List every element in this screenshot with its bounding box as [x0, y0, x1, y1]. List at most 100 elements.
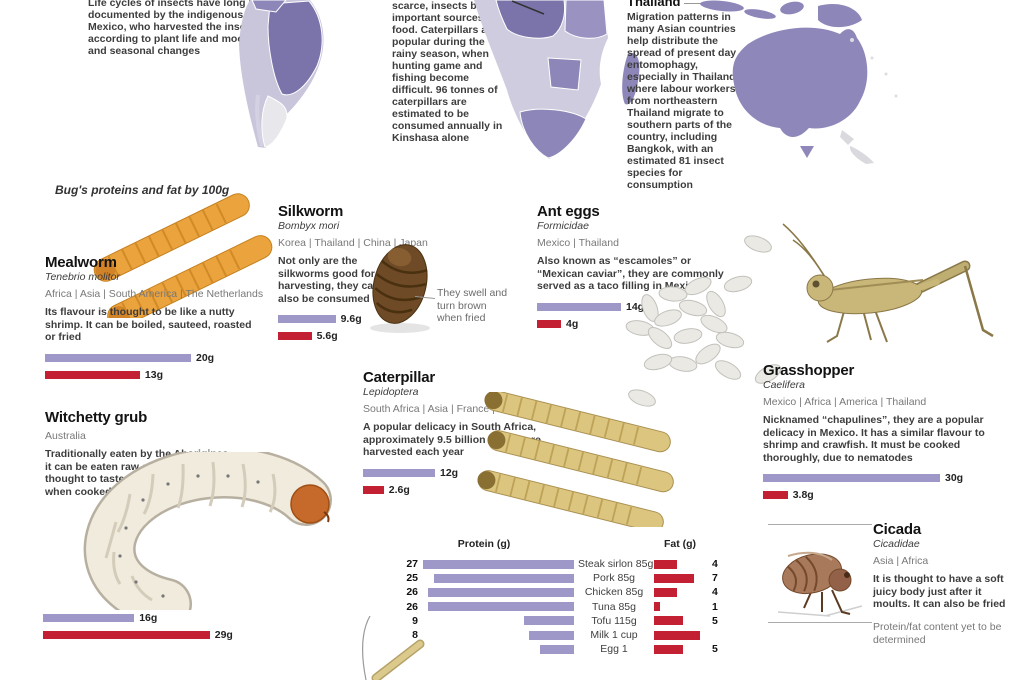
protein-bar — [428, 602, 574, 612]
protein-bar — [763, 474, 940, 482]
comparison-row: 26 Tuna 85g 1 — [398, 600, 718, 614]
caterpillar-illustration — [477, 392, 674, 527]
fat-value: 4 — [712, 558, 718, 571]
ant-eggs-illustration — [625, 235, 782, 407]
silkworm-card: Silkworm Bombyx mori Korea | Thailand | … — [278, 203, 428, 347]
map-note-kinshasa: scarce, insects become important sources… — [392, 0, 510, 144]
fat-bar — [654, 587, 677, 597]
protein-bar — [428, 587, 574, 597]
food-comparison-chart: Protein (g) Fat (g) 27 Steak sirlon 85g … — [398, 538, 718, 656]
protein-bar — [278, 315, 336, 323]
insect-regions: Africa | Asia | South America | The Neth… — [45, 288, 264, 300]
insect-name: Grasshopper — [763, 362, 855, 379]
insect-description: Not only are the silkworms good for silk… — [278, 255, 399, 305]
thailand-text: Migration patterns in many Asian countri… — [627, 11, 739, 191]
food-label: Egg 1 — [600, 643, 628, 656]
comparison-row: 26 Chicken 85g 4 — [398, 585, 718, 599]
protein-bar — [529, 630, 574, 640]
insect-regions: Korea | Thailand | China | Japan — [278, 237, 428, 249]
fat-bar — [537, 319, 561, 328]
fat-bar-track — [654, 630, 708, 640]
fat-bar-label: 4g — [566, 317, 579, 330]
map-note-mexico: Life cycles of insects have long been we… — [88, 0, 296, 57]
fat-bar-track — [654, 644, 708, 654]
fat-bar — [654, 602, 660, 612]
fat-bar-track — [654, 616, 708, 626]
fat-bar-track — [654, 573, 708, 583]
comparison-rows: 27 Steak sirlon 85g 4 25 Pork 85g 7 26 C… — [398, 557, 718, 656]
comparison-row: 8 Milk 1 cup — [398, 628, 718, 642]
protein-bar-track — [422, 573, 574, 583]
insect-name: Cicada — [873, 521, 921, 538]
fat-bar — [654, 644, 683, 654]
protein-bar — [43, 614, 135, 622]
fat-bar-label: 3.8g — [792, 489, 814, 501]
cut-off-insect-fragment — [361, 616, 425, 680]
insect-name: Silkworm — [278, 203, 344, 220]
insect-regions: Australia — [45, 430, 86, 442]
protein-value: 8 — [412, 629, 418, 642]
fat-bar-label: 2.6g — [388, 483, 410, 496]
insect-latin: Bombyx mori — [278, 220, 340, 232]
africa-map — [474, 0, 640, 159]
fat-value: 4 — [712, 586, 718, 599]
fat-value: 7 — [712, 572, 718, 585]
protein-bar-label: 20g — [196, 351, 215, 364]
fat-value: 5 — [712, 643, 718, 656]
insect-name: Ant eggs — [537, 203, 600, 220]
mealworm-illustration — [93, 193, 273, 318]
protein-column-header: Protein (g) — [457, 538, 511, 550]
fat-bar-label: 5.6g — [316, 330, 338, 342]
fat-bar-track — [654, 587, 708, 597]
fat-bar — [654, 573, 694, 583]
fat-bar — [363, 485, 384, 494]
map-note-thailand: Thailand Migration patterns in many Asia… — [627, 0, 751, 191]
protein-bar-track — [422, 630, 574, 640]
insect-latin: Lepidoptera — [363, 386, 419, 398]
insect-name: Witchetty grub — [45, 409, 148, 426]
witchetty-grub-illustration — [83, 452, 332, 610]
protein-value: 25 — [406, 572, 418, 585]
insect-regions: Asia | Africa — [873, 555, 929, 567]
fat-bar — [654, 559, 677, 569]
fat-bar-label: 29g — [214, 629, 233, 641]
fat-column-header: Fat (g) — [663, 538, 697, 550]
comparison-row: 25 Pork 85g 7 — [398, 571, 718, 585]
silkworm-pupa-illustration — [370, 244, 430, 333]
thailand-heading: Thailand — [627, 0, 681, 9]
insect-description: Its flavour is thought to be like a nutt… — [45, 306, 252, 343]
ant-eggs-card: Ant eggs Formicidae Mexico | Thailand Al… — [537, 204, 725, 335]
protein-bar — [422, 559, 574, 569]
fat-bar — [45, 370, 140, 379]
insect-latin: Cicadidae — [873, 538, 920, 550]
protein-bar-track — [422, 616, 574, 626]
cicada-card: Cicada Cicadidae Asia | Africa It is tho… — [873, 522, 1013, 652]
comparison-row: 27 Steak sirlon 85g 4 — [398, 557, 718, 571]
fat-bar — [278, 332, 312, 340]
fat-bar — [654, 616, 683, 626]
grasshopper-card: Grasshopper Caelifera Mexico | Africa | … — [763, 363, 995, 506]
protein-bar-track — [422, 644, 574, 654]
cicada-note: Protein/fat content yet to be determined — [873, 620, 1002, 646]
insect-regions: Mexico | Africa | America | Thailand — [763, 396, 927, 408]
insect-description: Nicknamed “chapulines”, they are a popul… — [763, 414, 985, 464]
protein-bar — [537, 302, 621, 311]
cicada-top-divider — [768, 524, 872, 525]
cicada-bottom-divider — [768, 622, 872, 623]
fat-value: 1 — [712, 600, 718, 613]
grasshopper-illustration — [782, 223, 994, 343]
mealworm-card: Mealworm Tenebrio molitor Africa | Asia … — [45, 255, 264, 386]
protein-bar-label: 12g — [440, 466, 459, 479]
insect-latin: Caelifera — [763, 379, 806, 391]
protein-bar-label: 14g — [626, 300, 645, 313]
section-subtitle: Bug's proteins and fat by 100g — [55, 183, 230, 197]
insect-description: It is thought to have a soft juicy body … — [873, 573, 1006, 610]
protein-bar — [523, 616, 574, 626]
comparison-headers: Protein (g) Fat (g) — [398, 538, 718, 550]
fat-bar-label: 13g — [144, 368, 163, 381]
witchetty-grub-bars: 16g 29g — [43, 612, 233, 646]
cicada-illustration — [777, 551, 863, 617]
insect-description: Also known as “escamoles” or “Mexican ca… — [537, 255, 724, 292]
protein-bar — [540, 644, 574, 654]
